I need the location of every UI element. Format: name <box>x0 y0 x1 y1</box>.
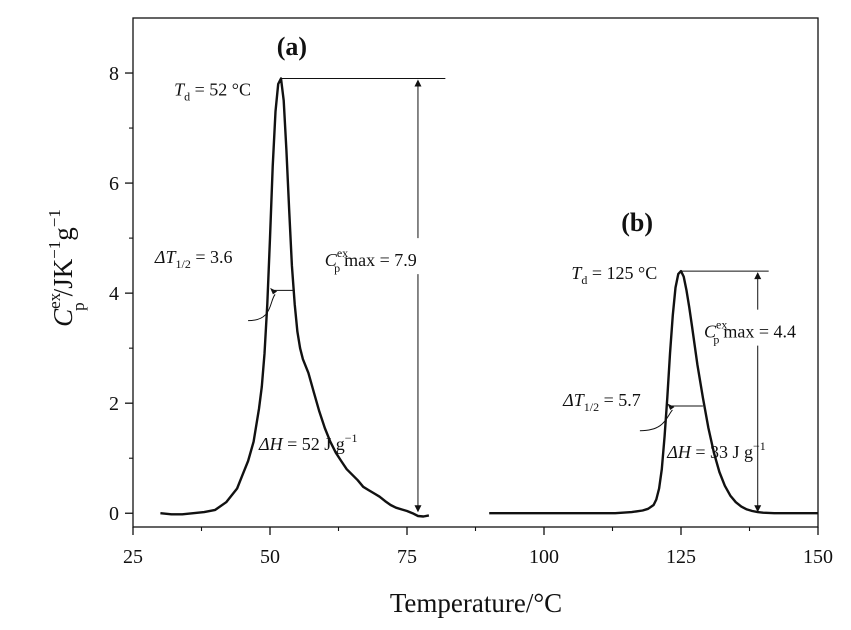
y-tick-label-8: 8 <box>109 63 119 85</box>
cpmax-label-a: Cex p max = 7.9 <box>325 246 417 275</box>
td-symbol-b: T <box>571 263 583 283</box>
y-axis-symbol: C <box>48 308 78 327</box>
x-tick-label-25: 25 <box>123 546 143 568</box>
cpmax-arrowhead-down-b <box>754 505 762 513</box>
td-value-a: = 52 °C <box>190 80 251 100</box>
x-axis-title: Temperature/°C <box>390 588 562 618</box>
y-axis-unit-exp1: −1 <box>45 241 64 259</box>
y-axis-unit-exp2: −1 <box>45 209 64 227</box>
dh-symbol-b: ΔH <box>666 442 692 462</box>
panel-label-a: (a) <box>277 32 307 61</box>
width-arrowhead-a <box>270 287 278 295</box>
width-label-a: ΔT1/2 = 3.6 <box>154 247 233 271</box>
y-axis-title: Cex p/JK−1g−1 <box>45 209 88 327</box>
cpmax-symbol-a: C <box>325 250 338 270</box>
y-axis-sup: ex <box>45 292 64 309</box>
td-sub-a: d <box>184 90 190 104</box>
width-sub-a: 1/2 <box>175 257 190 271</box>
y-tick-label-0: 0 <box>109 503 119 525</box>
y-tick-label-2: 2 <box>109 393 119 415</box>
width-value-b: = 5.7 <box>599 390 641 410</box>
cpmax-sup-b: ex <box>716 318 727 332</box>
cpmax-sup-a: ex <box>337 246 348 260</box>
curves <box>160 77 818 518</box>
cpmax-arrowhead-down-a <box>414 505 422 513</box>
width-label-b: ΔT1/2 = 5.7 <box>562 390 641 414</box>
cpmax-symbol-b: C <box>704 322 717 342</box>
width-symbol-b: ΔT <box>562 390 586 410</box>
y-axis-sub: p <box>69 302 88 311</box>
width-pointer-a <box>248 294 276 322</box>
dh-symbol-a: ΔH <box>258 434 284 454</box>
dh-exp-a: −1 <box>345 431 358 445</box>
y-tick-label-6: 6 <box>109 173 119 195</box>
width-sub-b: 1/2 <box>584 400 599 414</box>
curve-a <box>160 77 430 518</box>
x-tick-label-125: 125 <box>666 546 696 568</box>
td-value-b: = 125 °C <box>587 263 657 283</box>
cpmax-label-b: Cex p max = 4.4 <box>704 318 796 347</box>
x-tick-label-50: 50 <box>260 546 280 568</box>
cpmax-value-b: max = 4.4 <box>723 322 796 342</box>
y-tick-label-4: 4 <box>109 283 119 305</box>
width-symbol-a: ΔT <box>154 247 178 267</box>
x-tick-label-150: 150 <box>803 546 833 568</box>
td-sub-b: d <box>581 273 587 287</box>
axes: 25 50 75 100 125 150 0 2 4 6 8 <box>109 17 833 568</box>
dh-value-b: = 33 J g <box>691 442 753 462</box>
dh-value-a: = 52 J g <box>283 434 345 454</box>
dh-label-b: ΔH = 33 J g−1 <box>666 439 766 462</box>
cpmax-arrowhead-up-a <box>414 79 422 87</box>
width-arrowhead-b <box>667 403 675 410</box>
panel-label-b: (b) <box>621 208 653 237</box>
td-symbol-a: T <box>174 80 186 100</box>
x-tick-label-75: 75 <box>397 546 417 568</box>
x-tick-label-100: 100 <box>529 546 559 568</box>
cpmax-sub-b: p <box>713 333 719 347</box>
dh-label-a: ΔH = 52 J g−1 <box>258 431 358 454</box>
y-axis-unit: /JK <box>48 258 78 296</box>
cpmax-arrowhead-up-b <box>754 272 762 280</box>
width-pointer-b <box>639 409 673 432</box>
td-label-b: Td = 125 °C <box>571 263 657 287</box>
cpmax-value-a: max = 7.9 <box>344 250 417 270</box>
td-label-a: Td = 52 °C <box>174 80 251 104</box>
curve-b <box>489 269 818 515</box>
dh-exp-b: −1 <box>753 439 766 453</box>
y-axis-unit-g: g <box>48 227 78 241</box>
cpmax-sub-a: p <box>334 261 340 275</box>
width-value-a: = 3.6 <box>191 247 233 267</box>
